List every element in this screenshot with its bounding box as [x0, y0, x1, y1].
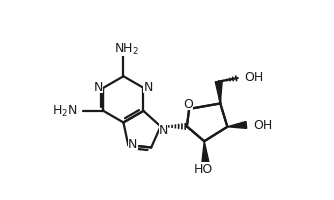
Text: N: N: [159, 123, 168, 136]
Polygon shape: [227, 122, 247, 129]
Text: HO: HO: [194, 162, 213, 175]
Text: NH$_2$: NH$_2$: [114, 42, 139, 57]
Text: OH: OH: [244, 71, 264, 84]
Text: O: O: [183, 98, 193, 110]
Text: OH: OH: [253, 118, 273, 131]
Text: N: N: [94, 80, 104, 93]
Polygon shape: [202, 142, 209, 162]
Text: H$_2$N: H$_2$N: [52, 104, 78, 119]
Text: N: N: [128, 137, 138, 150]
Text: N: N: [143, 80, 153, 93]
Text: N: N: [159, 123, 168, 136]
Polygon shape: [215, 82, 222, 104]
